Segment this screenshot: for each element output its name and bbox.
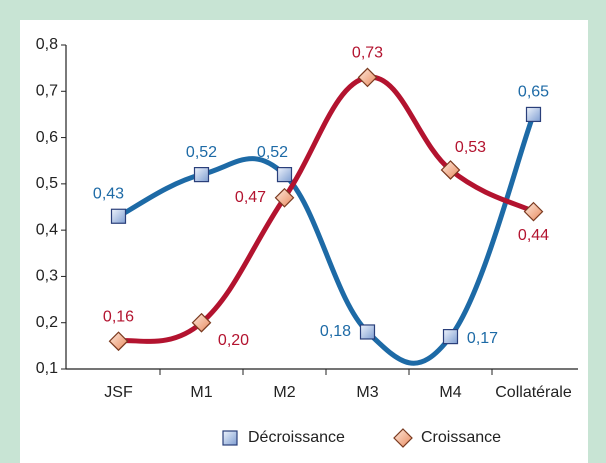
marker xyxy=(523,201,544,222)
data-label: 0,17 xyxy=(467,330,498,347)
legend-label: Décroissance xyxy=(248,429,345,446)
data-label: 0,44 xyxy=(518,227,549,244)
y-tick-label: 0,8 xyxy=(36,36,58,53)
marker xyxy=(440,160,461,180)
data-label: 0,43 xyxy=(93,185,124,202)
x-tick-label: M4 xyxy=(439,384,461,401)
data-label: 0,16 xyxy=(103,308,134,325)
data-label: 0,18 xyxy=(320,323,351,340)
y-tick-label: 0,4 xyxy=(36,221,58,238)
y-tick-label: 0,7 xyxy=(36,83,58,100)
marker xyxy=(525,106,542,123)
marker xyxy=(357,67,378,88)
x-tick-label: Collatérale xyxy=(495,384,572,401)
data-label: 0,73 xyxy=(352,45,383,62)
legend-marker xyxy=(222,430,238,446)
y-tick-label: 0,2 xyxy=(36,314,58,331)
data-label: 0,20 xyxy=(218,332,249,349)
y-tick-label: 0,6 xyxy=(36,129,58,146)
data-label: 0,52 xyxy=(257,144,288,161)
data-label: 0,53 xyxy=(455,139,486,156)
x-tick-label: M3 xyxy=(356,384,378,401)
x-tick-label: M2 xyxy=(273,384,295,401)
marker xyxy=(191,312,212,333)
marker xyxy=(359,324,376,340)
marker xyxy=(276,167,293,183)
x-tick-label: JSF xyxy=(104,384,133,401)
y-tick-label: 0,5 xyxy=(36,175,58,192)
marker xyxy=(193,167,210,183)
marker xyxy=(442,329,459,345)
legend-label: Croissance xyxy=(421,429,501,446)
data-label: 0,47 xyxy=(235,189,266,206)
marker xyxy=(110,208,127,224)
data-label: 0,65 xyxy=(518,84,549,101)
y-tick-label: 0,1 xyxy=(36,360,58,377)
x-tick-label: M1 xyxy=(190,384,212,401)
y-tick-label: 0,3 xyxy=(36,268,58,285)
marker xyxy=(274,187,295,208)
data-label: 0,52 xyxy=(186,144,217,161)
marker xyxy=(108,331,129,352)
legend-marker xyxy=(393,428,413,448)
